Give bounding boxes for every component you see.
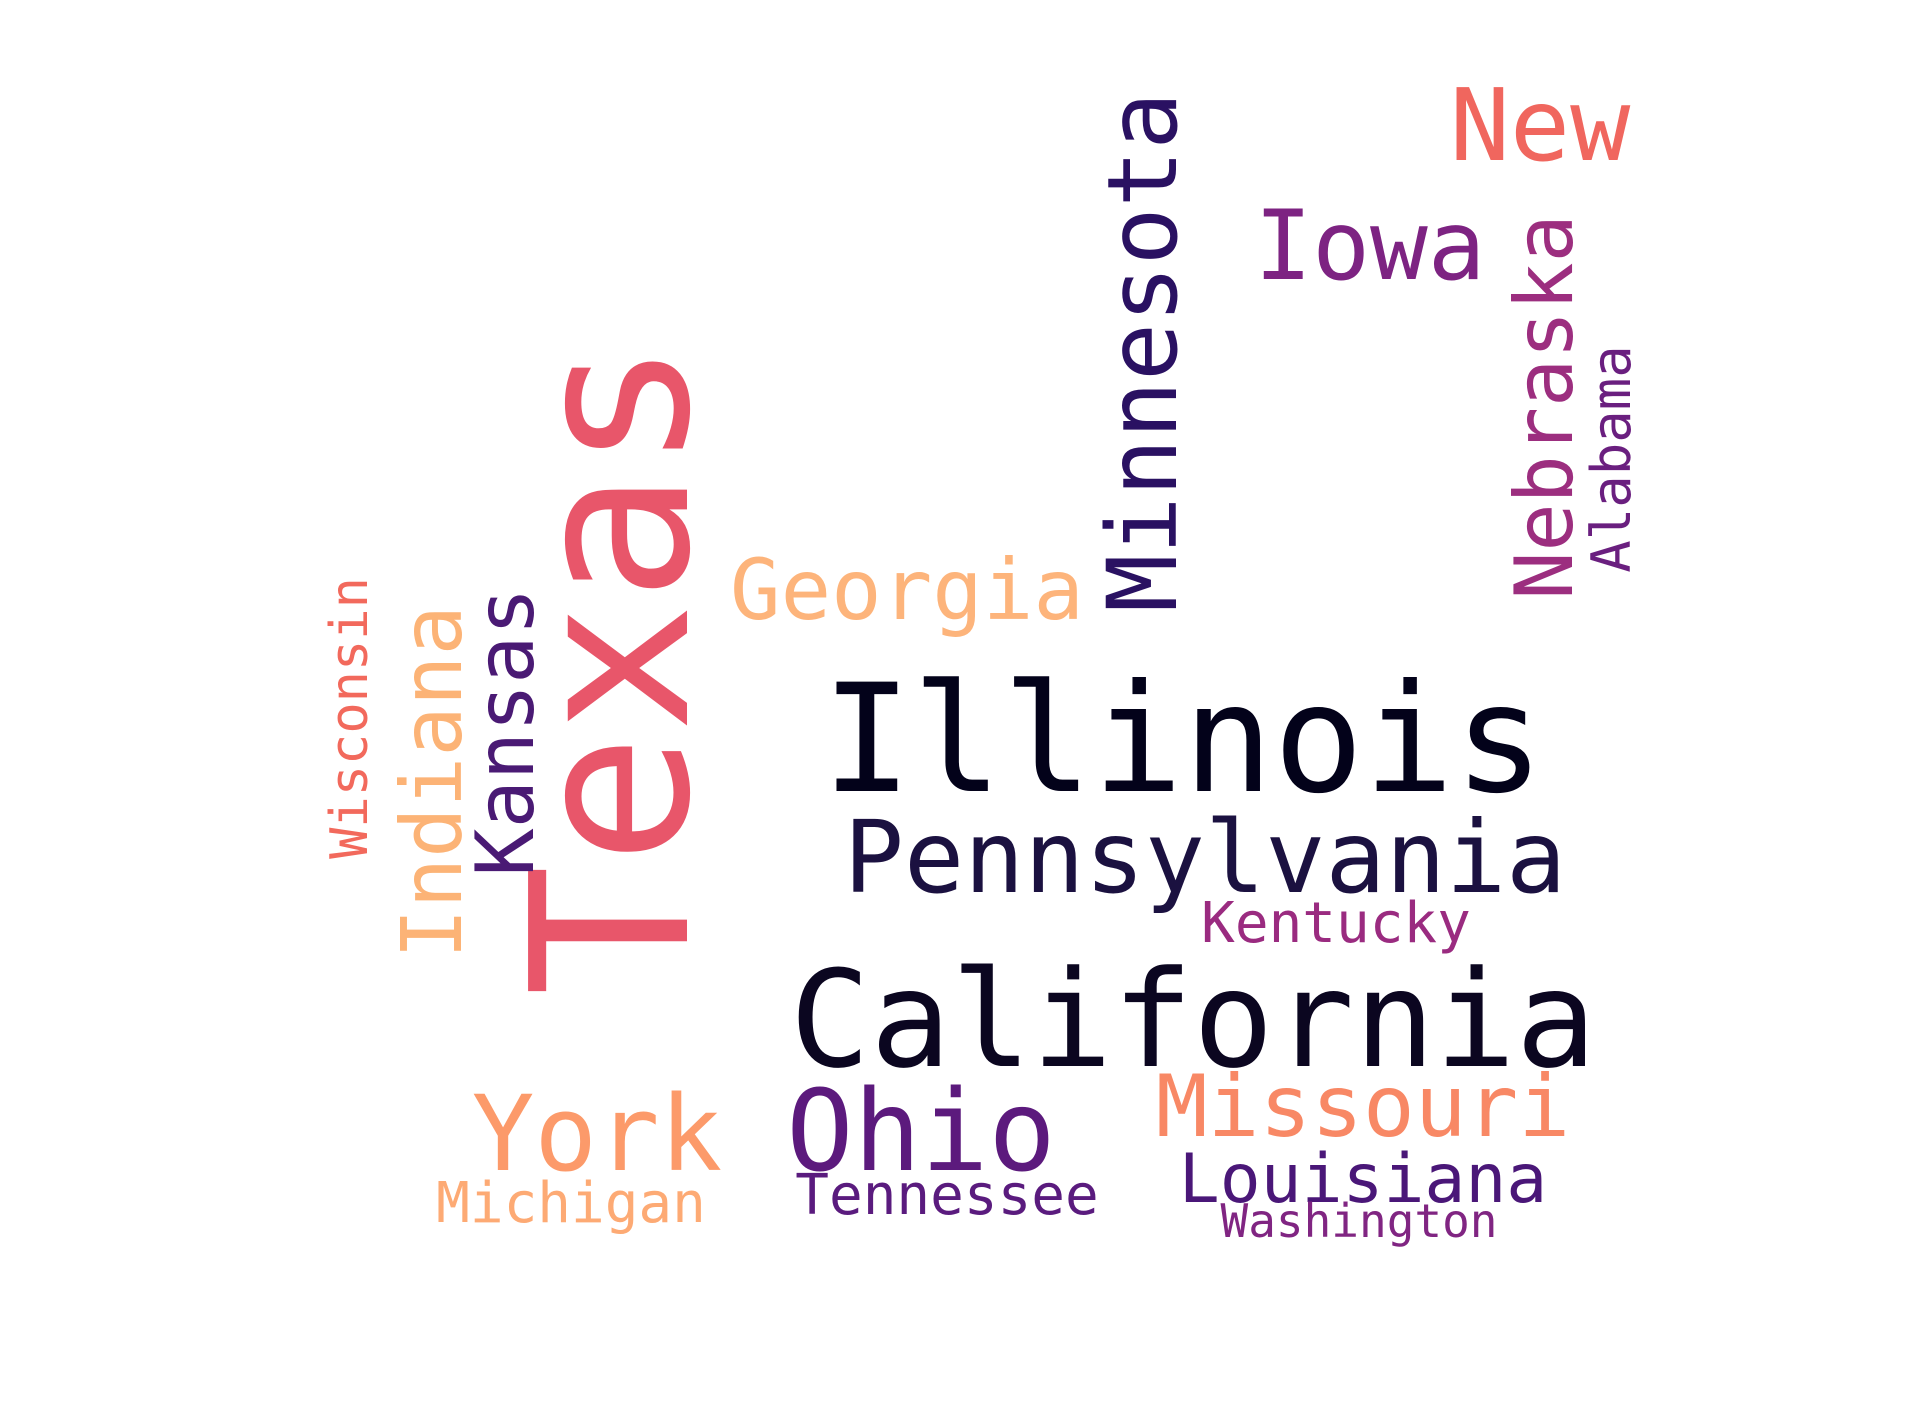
word-illinois: Illinois [821,653,1545,827]
word-kentucky: Kentucky [1201,891,1471,956]
word-georgia: Georgia [729,541,1085,639]
word-iowa: Iowa [1254,190,1486,302]
word-york: York [471,1073,723,1195]
word-nebraska: Nebraska [1498,214,1591,600]
word-pennsylvania: Pennsylvania [843,799,1567,916]
word-louisiana: Louisiana [1178,1140,1548,1219]
word-ohio: Ohio [786,1067,1056,1197]
word-wisconsin: Wisconsin [320,577,380,859]
word-washington: Washington [1220,1194,1498,1248]
word-alabama: Alabama [1580,345,1643,573]
word-new: New [1449,67,1631,184]
word-michigan: Michigan [436,1171,706,1236]
word-tennessee: Tennessee [795,1163,1099,1228]
word-minnesota: Minnesota [1087,91,1199,613]
word-california: California [789,942,1597,1098]
word-missouri: Missouri [1155,1057,1571,1157]
word-kansas: Kansas [459,587,552,877]
